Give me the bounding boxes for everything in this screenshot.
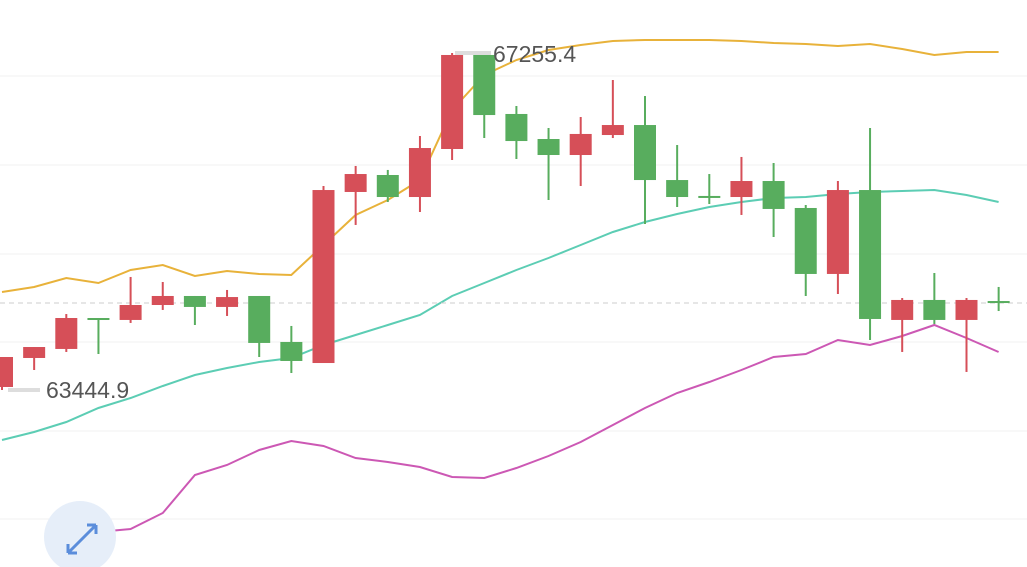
expand-button[interactable] (44, 501, 116, 567)
candle-body (183, 295, 206, 307)
candle-body (23, 347, 46, 358)
candle-body (730, 181, 753, 198)
candle-body (312, 190, 335, 364)
background-grid (0, 75, 1027, 520)
candle-body (666, 180, 689, 198)
candle-body (955, 299, 978, 320)
candle-body (826, 190, 849, 274)
candle-body (119, 305, 142, 320)
candle-body (248, 295, 271, 343)
candle-body (441, 54, 464, 149)
candle-body (601, 125, 624, 136)
candle-body (151, 295, 174, 306)
max-marker-bar (455, 51, 491, 56)
candle-body (794, 207, 817, 274)
candle-body (634, 125, 656, 181)
candle-body (344, 174, 367, 192)
candle-body (408, 148, 431, 198)
button-bg (44, 501, 116, 567)
candle-body (923, 299, 946, 320)
max-marker-label: 67255.4 (493, 41, 576, 67)
candle-body (0, 357, 13, 387)
candle-body (216, 297, 239, 307)
min-marker-label: 63444.9 (46, 377, 129, 403)
band-line (1, 188, 999, 441)
candle-body (859, 190, 882, 319)
candle-body (537, 139, 560, 156)
candle-body (569, 133, 592, 156)
candle-body (87, 318, 110, 321)
candle-body (473, 54, 496, 116)
candle-body (376, 174, 399, 198)
candle-body (280, 341, 303, 361)
candle-body (762, 181, 785, 209)
candle-body (698, 195, 721, 198)
band-line (1, 39, 999, 293)
candle-body (987, 301, 1010, 304)
candle-body (55, 318, 78, 349)
expand-icon (66, 523, 98, 555)
min-marker-bar (8, 388, 40, 393)
candle-body (891, 299, 914, 320)
band-line (65, 323, 999, 567)
plot: 67255.4 63444.9 (0, 39, 1027, 567)
candle-body (505, 113, 528, 142)
